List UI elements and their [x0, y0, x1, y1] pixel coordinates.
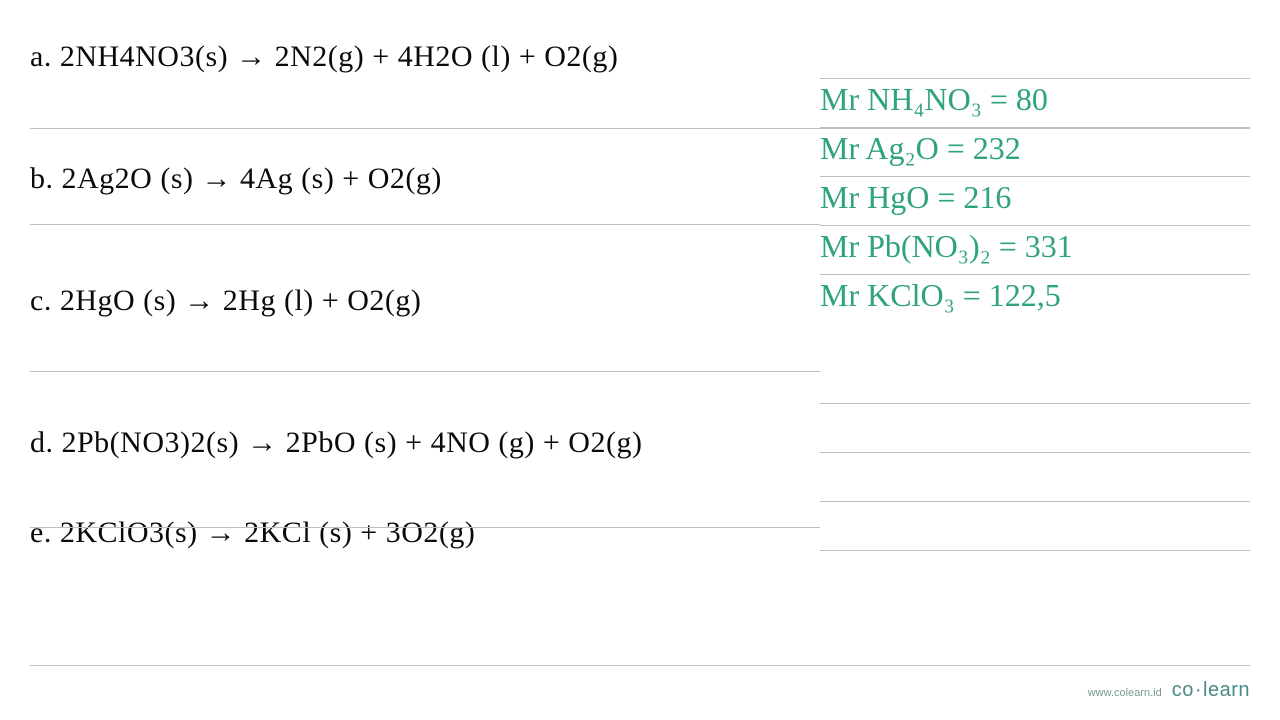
- rule-line: [30, 371, 820, 372]
- footer: www.colearn.id co·learn: [1088, 679, 1250, 702]
- note-line-2: Mr Ag₂O = 232: [820, 124, 1240, 173]
- brand-logo: co·learn: [1172, 679, 1250, 702]
- note-line-4: Mr Pb(NO₃)₂ = 331: [820, 222, 1240, 271]
- note-line-1: Mr NH₄NO₃ = 80: [820, 75, 1240, 124]
- footer-url: www.colearn.id: [1088, 687, 1162, 699]
- handwritten-notes: Mr NH₄NO₃ = 80 Mr Ag₂O = 232 Mr HgO = 21…: [820, 75, 1240, 320]
- note-line-3: Mr HgO = 216: [820, 173, 1240, 222]
- rule-line: [30, 224, 820, 225]
- note-line-5: Mr KClO₃ = 122,5: [820, 271, 1240, 320]
- equation-a: a. 2NH4NO3(s) → 2N2(g) + 4H2O (l) + O2(g…: [30, 40, 1250, 74]
- rule-line: [30, 665, 1250, 666]
- worksheet: a. 2NH4NO3(s) → 2N2(g) + 4H2O (l) + O2(g…: [0, 0, 1280, 720]
- rule-line: [30, 527, 820, 528]
